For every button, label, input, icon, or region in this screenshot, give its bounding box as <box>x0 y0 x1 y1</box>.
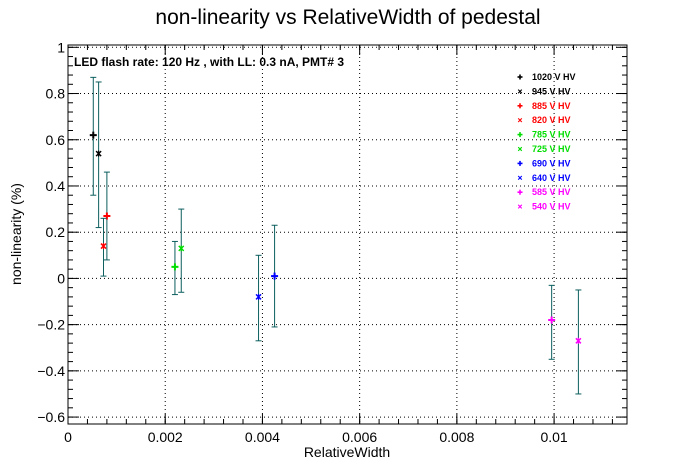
y-tick-label: −0.2 <box>37 317 65 333</box>
x-tick-label: 0.006 <box>342 429 377 445</box>
legend-marker <box>517 146 523 152</box>
y-tick-label: −0.4 <box>37 363 65 379</box>
legend-entry: 820 V HV <box>517 115 571 125</box>
legend-label: 885 V HV <box>532 101 571 111</box>
legend-marker <box>517 89 523 94</box>
data-point <box>95 81 102 229</box>
x-tick-label: 0 <box>64 429 72 445</box>
legend-label: 725 V HV <box>532 144 571 154</box>
legend-marker <box>517 118 523 123</box>
legend-entry: 690 V HV <box>517 158 571 168</box>
legend-entry: 585 V HV <box>517 187 571 197</box>
plot-frame <box>67 44 628 425</box>
legend: 1020 V HV 945 V HV 885 V HV 820 V HV 785 V H… <box>517 72 576 212</box>
legend-label: 945 V HV <box>532 86 571 96</box>
legend-label: 540 V HV <box>532 202 571 212</box>
y-tick-label: 0.6 <box>46 132 66 148</box>
legend-label: 690 V HV <box>532 158 571 168</box>
data-point <box>89 76 97 196</box>
legend-marker <box>517 175 523 180</box>
data-points <box>89 76 582 395</box>
legend-label: 640 V HV <box>532 173 571 183</box>
legend-entry: 785 V HV <box>517 130 571 140</box>
legend-entry: 540 V HV <box>517 202 571 212</box>
x-tick-label: 0.004 <box>245 429 280 445</box>
data-point <box>255 254 262 342</box>
legend-entry: 640 V HV <box>517 173 571 183</box>
legend-marker <box>517 204 523 209</box>
data-point <box>575 289 582 395</box>
legend-entry: 945 V HV <box>517 86 571 96</box>
legend-entry: 725 V HV <box>517 144 571 154</box>
data-point <box>178 208 185 293</box>
y-tick-label: 0 <box>57 270 65 286</box>
legend-entry: 1020 V HV <box>517 72 576 82</box>
y-tick-label: −0.6 <box>37 409 65 425</box>
y-tick-label: 0.2 <box>46 224 66 240</box>
axis-ticks: 0 0.002 0.004 0.006 0.008 0.01 −0.6 −0.4 −0.2 0 0.… <box>37 39 627 445</box>
data-point <box>100 217 107 277</box>
legend-entry: 885 V HV <box>517 101 571 111</box>
data-point <box>548 284 556 360</box>
data-point <box>103 171 111 261</box>
y-tick-label: 0.8 <box>46 86 66 102</box>
x-tick-label: 0.01 <box>540 429 567 445</box>
y-tick-label: 0.4 <box>46 178 66 194</box>
data-point <box>271 224 279 328</box>
chart-annotation: LED flash rate: 120 Hz , with LL: 0.3 nA… <box>74 55 344 69</box>
x-tick-label: 0.008 <box>439 429 474 445</box>
y-tick-label: 1 <box>57 39 65 55</box>
data-point <box>171 240 179 296</box>
y-axis-label: non-linearity (%) <box>8 183 24 285</box>
legend-label: 585 V HV <box>532 187 571 197</box>
x-tick-label: 0.002 <box>148 429 183 445</box>
legend-label: 820 V HV <box>532 115 571 125</box>
x-axis-label: RelativeWidth <box>304 444 390 460</box>
chart-title: non-linearity vs RelativeWidth of pedest… <box>155 6 540 29</box>
legend-label: 1020 V HV <box>532 72 576 82</box>
legend-label: 785 V HV <box>532 130 571 140</box>
